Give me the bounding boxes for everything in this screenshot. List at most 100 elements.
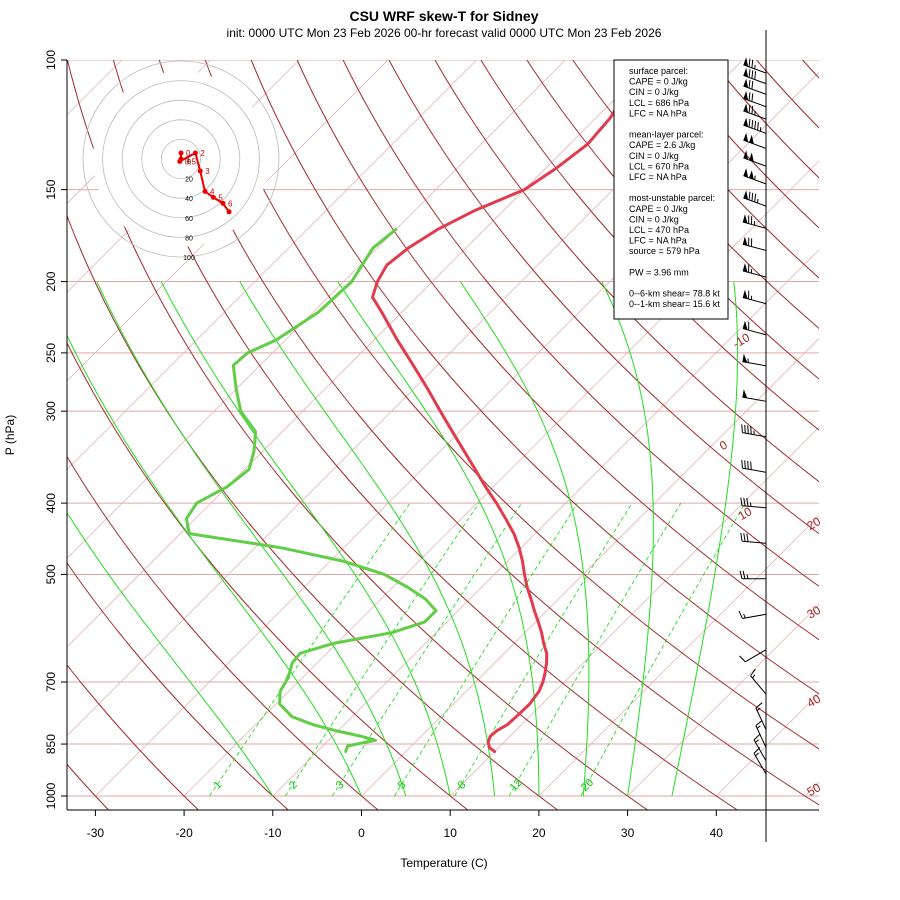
x-tick-label: -10 xyxy=(264,826,282,840)
hodograph-ring-label: 60 xyxy=(185,216,193,223)
dry-adiabat-110 xyxy=(434,60,819,483)
hodograph-point-label: 5 xyxy=(218,193,223,202)
barb-staff xyxy=(742,467,767,473)
info-box-line: CAPE = 0 J/kg xyxy=(629,204,688,214)
wind-barb xyxy=(739,649,767,663)
barb-full xyxy=(748,191,751,200)
isotherm-10 xyxy=(449,426,819,797)
barb-full xyxy=(748,92,751,101)
info-box-line: LCL = 670 hPa xyxy=(629,161,689,171)
wind-barb xyxy=(750,668,767,695)
barb-half xyxy=(756,725,761,729)
chart-subtitle: init: 0000 UTC Mon 23 Feb 2026 00-hr for… xyxy=(227,26,662,40)
hodograph-ring-label: 0 xyxy=(187,159,191,166)
barb-flag xyxy=(742,214,748,224)
barb-full xyxy=(755,702,763,709)
hodograph-point-label: 6 xyxy=(228,199,233,208)
wind-barb xyxy=(743,103,767,120)
barb-full xyxy=(740,497,743,506)
barb-full xyxy=(754,71,757,80)
wind-barb xyxy=(743,78,767,95)
info-box-line: CIN = 0 J/kg xyxy=(629,214,679,224)
mixing-ratio-label: 8 xyxy=(456,779,469,792)
hodograph-ring-label: 80 xyxy=(185,235,193,242)
wind-barb xyxy=(743,117,767,134)
sounding-profiles xyxy=(184,74,638,753)
x-tick-label: -30 xyxy=(87,826,105,840)
moist-adiabat-10 xyxy=(160,281,451,797)
info-box-line: source = 579 hPa xyxy=(629,246,700,256)
wind-barb xyxy=(753,733,767,761)
info-box-line: LFC = NA hPa xyxy=(629,236,687,246)
hodograph-ring xyxy=(160,138,201,179)
barb-staff xyxy=(755,725,767,748)
barb-staff xyxy=(753,752,767,775)
barb-full xyxy=(743,533,746,542)
barb-half xyxy=(746,574,749,579)
barb-staff xyxy=(755,707,767,730)
barb-flag xyxy=(743,117,749,127)
wind-barb xyxy=(742,353,767,367)
hodograph-ring-label: 100 xyxy=(183,255,195,262)
x-tick-label: -20 xyxy=(175,826,193,840)
hodograph-point-label: 0.5 xyxy=(185,157,197,166)
isotherm-30 xyxy=(627,604,819,797)
info-box-line: PW = 3.96 mm xyxy=(629,267,689,277)
dry-adiabat-10 xyxy=(67,341,469,810)
barb-flag xyxy=(742,320,748,330)
wind-barbs xyxy=(738,30,767,842)
dewpoint-profile xyxy=(184,228,438,753)
barb-full xyxy=(743,497,746,507)
isotherm-label: -10 xyxy=(730,330,752,351)
info-box-line: LCL = 686 hPa xyxy=(629,98,689,108)
barb-half xyxy=(755,739,759,743)
wind-barb xyxy=(743,150,767,167)
hodograph-point xyxy=(178,150,184,156)
wind-barb xyxy=(755,702,767,730)
barb-full xyxy=(751,105,754,115)
y-tick-label: 850 xyxy=(44,734,58,754)
isotherm-label: 0 xyxy=(717,437,730,453)
barb-flag xyxy=(749,134,754,144)
hodograph-point xyxy=(226,209,232,215)
barb-full xyxy=(748,69,751,78)
hodograph-ring-label: 20 xyxy=(185,177,193,184)
mixing-ratio-3 xyxy=(332,502,522,797)
x-tick-label: 40 xyxy=(710,826,724,840)
wind-barb xyxy=(743,168,767,185)
barb-full xyxy=(751,59,754,68)
wind-barb xyxy=(738,610,767,619)
barb-full xyxy=(739,570,743,579)
barb-flag xyxy=(743,168,749,178)
y-tick-label: 400 xyxy=(44,493,58,513)
barb-staff xyxy=(743,139,767,149)
y-tick-label: 200 xyxy=(44,271,58,291)
info-box-line: LFC = NA hPa xyxy=(629,108,687,118)
barb-full xyxy=(747,460,749,470)
barb-full xyxy=(751,93,754,102)
isotherm-label: 30 xyxy=(805,603,824,622)
wind-barb xyxy=(743,67,767,85)
barb-full xyxy=(754,120,757,130)
barb-full xyxy=(741,459,743,469)
isotherm-40 xyxy=(716,692,819,797)
hodograph-ring xyxy=(102,80,260,238)
info-box-line: 0--1-km shear= 15.6 kt xyxy=(629,299,720,309)
dry-adiabat-90 xyxy=(342,60,819,587)
wind-barb xyxy=(743,190,767,207)
wind-barb xyxy=(742,214,767,229)
barb-full xyxy=(757,122,759,131)
isotherm-0 xyxy=(361,337,819,797)
barb-full xyxy=(750,461,752,470)
barb-flag xyxy=(743,190,749,200)
barb-flag xyxy=(742,289,748,299)
moist-adiabat-30 xyxy=(601,281,654,797)
barb-flag xyxy=(743,78,749,88)
wind-barb xyxy=(743,91,767,108)
barb-flag xyxy=(743,132,749,142)
moist-adiabat-25 xyxy=(459,281,590,797)
barb-full xyxy=(747,425,749,434)
hodograph-point xyxy=(210,194,216,200)
y-tick-label: 300 xyxy=(44,401,58,421)
